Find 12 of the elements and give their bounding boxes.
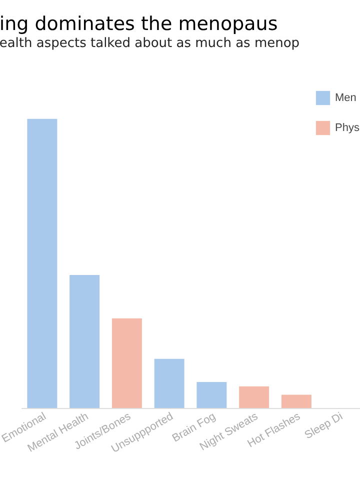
chart-subtitle: ealth aspects talked about as much as menop — [0, 36, 300, 51]
bar — [196, 382, 227, 408]
bar — [112, 318, 142, 408]
bar — [281, 394, 312, 408]
x-tick-label: Sleep Di — [302, 410, 345, 442]
legend-label: Men — [335, 92, 356, 104]
bar — [70, 275, 100, 408]
chart-title: ing dominates the menopaus — [0, 13, 278, 35]
bar — [239, 386, 270, 408]
bar — [27, 118, 58, 408]
bar — [154, 358, 184, 408]
legend-label: Phys — [335, 122, 360, 134]
